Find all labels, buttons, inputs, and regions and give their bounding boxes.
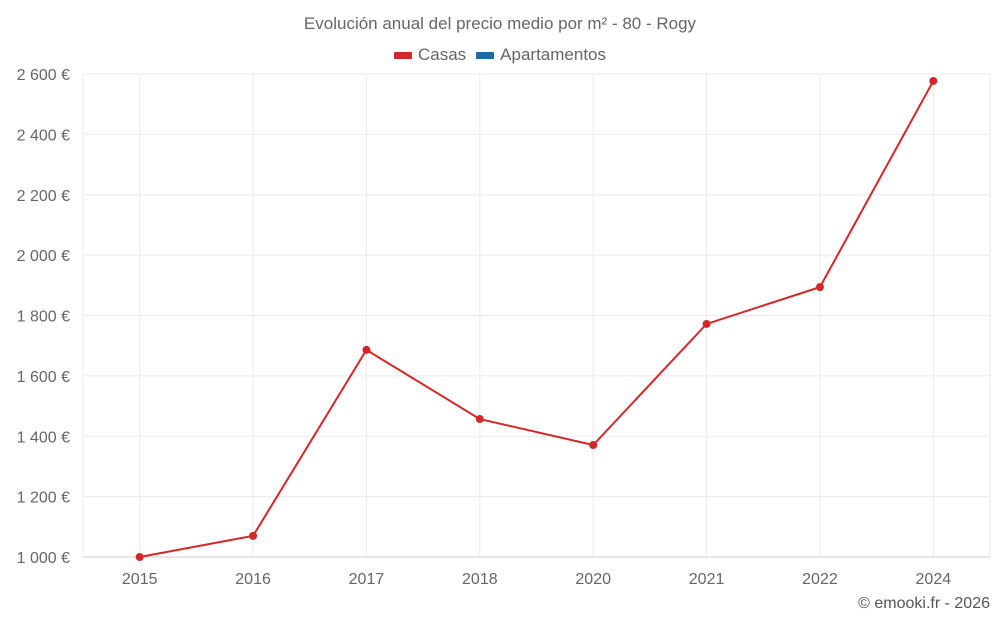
y-tick-label: 2 400 € [17, 127, 70, 144]
data-point[interactable] [815, 283, 824, 292]
legend: Casas Apartamentos [0, 45, 1000, 65]
x-tick-label: 2015 [122, 571, 158, 588]
y-tick-label: 1 000 € [17, 550, 70, 567]
data-point[interactable] [475, 415, 484, 424]
y-tick-label: 1 400 € [17, 429, 70, 446]
data-point[interactable] [362, 345, 371, 354]
legend-swatch-apartamentos [476, 51, 495, 59]
data-point[interactable] [702, 319, 711, 328]
x-tick-label: 2017 [349, 571, 385, 588]
x-tick-label: 2021 [689, 571, 725, 588]
y-tick-label: 1 200 € [17, 490, 70, 507]
x-tick-label: 2016 [235, 571, 271, 588]
legend-label-casas: Casas [417, 45, 467, 64]
y-tick-label: 2 600 € [17, 67, 70, 84]
y-tick-label: 2 000 € [17, 248, 70, 265]
legend-item-apartamentos[interactable]: Apartamentos [476, 45, 606, 65]
data-point[interactable] [929, 76, 938, 85]
legend-swatch-casas [393, 51, 412, 59]
x-tick-label: 2018 [462, 571, 498, 588]
x-tick-label: 2022 [802, 571, 838, 588]
data-point[interactable] [589, 441, 598, 450]
x-tick-label: 2024 [916, 571, 952, 588]
chart-title: Evolución anual del precio medio por m² … [303, 14, 697, 33]
y-tick-label: 1 600 € [17, 369, 70, 386]
x-tick-label: 2020 [575, 571, 611, 588]
y-tick-label: 2 200 € [17, 188, 70, 205]
data-point[interactable] [135, 553, 144, 561]
data-point[interactable] [249, 531, 258, 540]
y-tick-label: 1 800 € [17, 309, 70, 326]
series-line-casas [139, 80, 935, 558]
copyright-credit: © emooki.fr - 2026 [858, 595, 990, 612]
legend-label-apartamentos: Apartamentos [500, 45, 607, 64]
legend-item-casas[interactable]: Casas [393, 45, 467, 65]
